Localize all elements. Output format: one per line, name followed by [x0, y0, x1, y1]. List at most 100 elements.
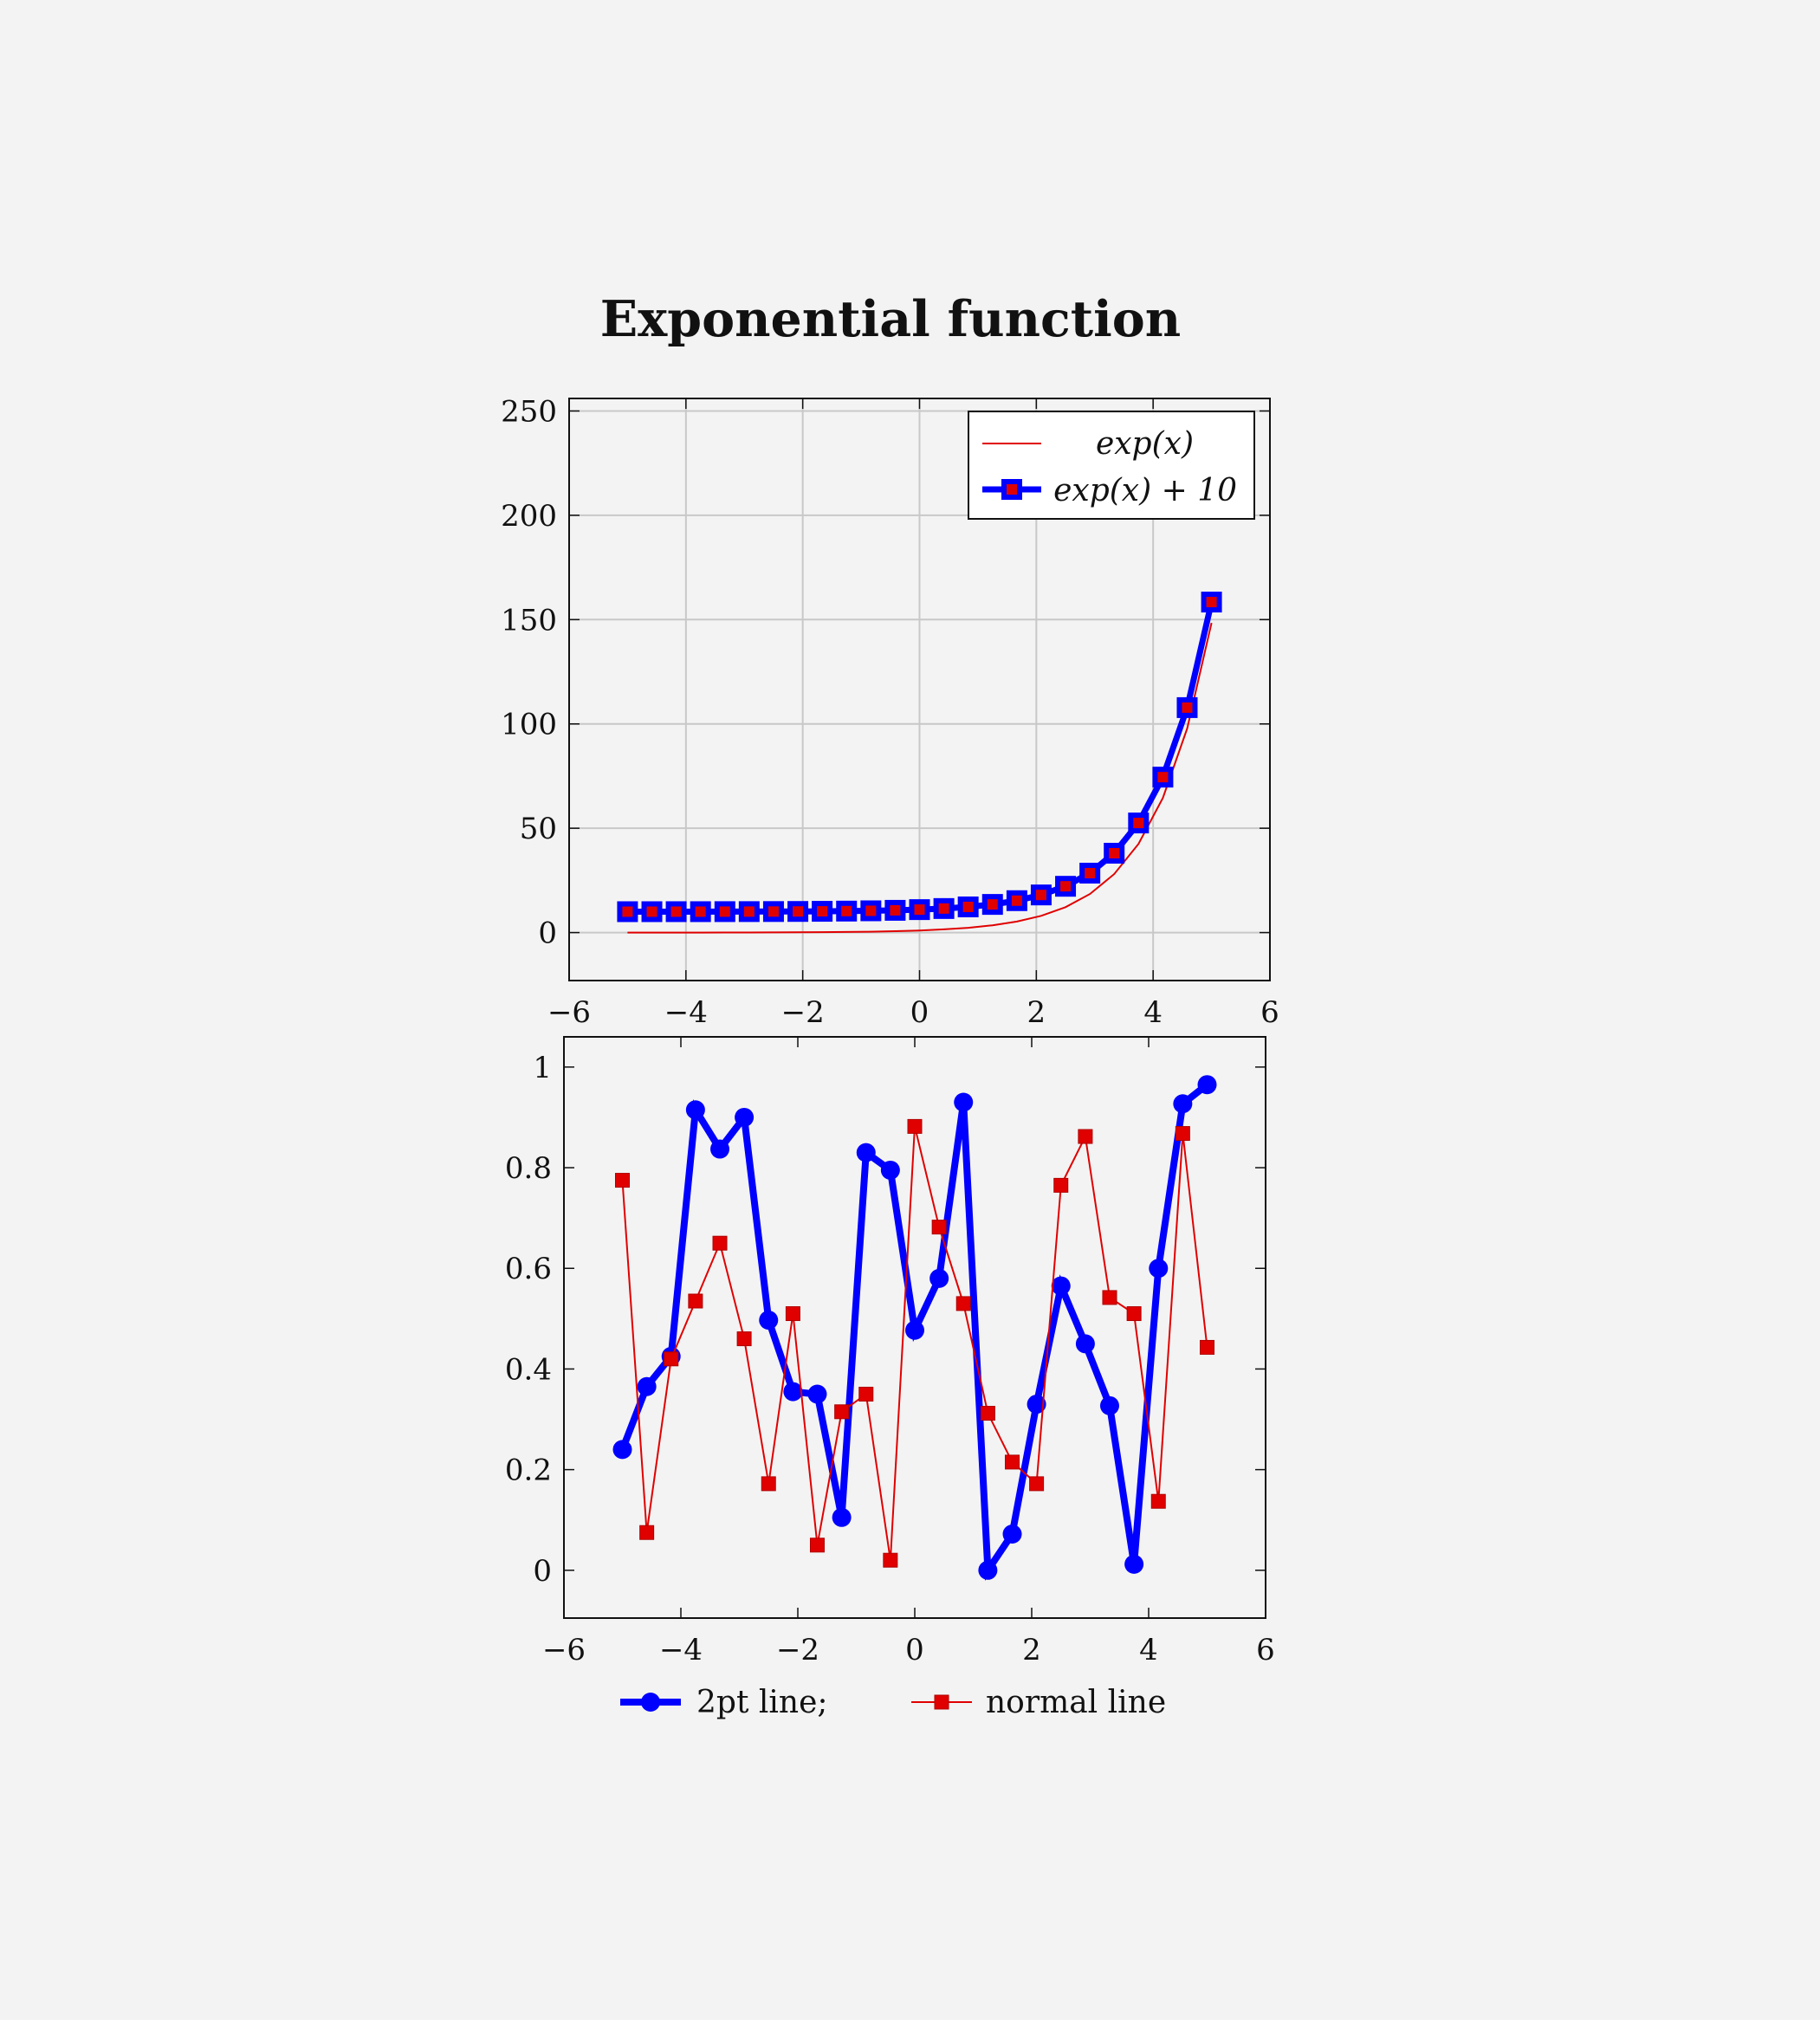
data-point-marker	[1005, 1454, 1020, 1470]
data-point-marker	[1104, 843, 1125, 864]
x-tick-label: −2	[781, 995, 825, 1030]
chart-title: Exponential function	[600, 290, 1181, 348]
series-line-2	[621, 1126, 1208, 1561]
data-point-marker	[714, 901, 735, 923]
data-point-marker	[957, 896, 979, 917]
x-tick-label: 0	[910, 995, 929, 1030]
y-tick-label: 0	[538, 916, 557, 951]
data-point-marker	[883, 1552, 898, 1568]
data-point-marker	[807, 1384, 827, 1404]
data-point-marker	[1075, 1334, 1095, 1354]
data-point-marker	[1055, 876, 1077, 897]
series-line-1	[627, 622, 1213, 934]
data-point-marker	[736, 1331, 752, 1347]
data-point-marker	[907, 1118, 923, 1134]
data-point-marker	[615, 1173, 630, 1188]
data-point-marker	[1002, 1524, 1022, 1544]
data-point-marker	[637, 1376, 657, 1396]
x-tick-label: 4	[1143, 995, 1163, 1030]
y-tick-label: 200	[501, 499, 557, 534]
legend-label-2: normal line	[986, 1685, 1166, 1720]
legend-label-2: exp(x) + 10	[1053, 473, 1237, 508]
y-tick-label: 0	[533, 1554, 552, 1589]
x-tick-label: 6	[1260, 995, 1279, 1030]
data-point-marker	[1078, 1129, 1093, 1144]
data-point-marker	[836, 900, 858, 922]
y-tick-label: 0.6	[505, 1252, 552, 1286]
data-point-marker	[1173, 1094, 1193, 1114]
legend-swatch-2-marker	[1001, 479, 1022, 500]
data-point-marker	[664, 1351, 679, 1367]
data-point-marker	[641, 901, 663, 923]
data-point-marker	[617, 901, 638, 923]
data-point-marker	[1124, 1554, 1144, 1574]
data-point-marker	[1149, 1259, 1169, 1279]
data-point-marker	[832, 1507, 852, 1527]
data-point-marker	[856, 1143, 876, 1162]
data-point-marker	[1006, 890, 1027, 911]
legend: 2pt line; normal line	[620, 1685, 1166, 1720]
legend-swatch-1-marker	[641, 1693, 660, 1712]
data-point-marker	[665, 901, 687, 923]
y-tick-label: 250	[501, 394, 557, 429]
data-point-marker	[738, 901, 760, 923]
data-point-marker	[1027, 1395, 1046, 1415]
data-point-marker	[612, 1440, 632, 1460]
y-tick-label: 1	[533, 1051, 552, 1085]
plot-frame	[563, 1036, 1266, 1619]
data-point-marker	[688, 1293, 703, 1309]
data-point-marker	[710, 1139, 730, 1159]
legend-swatch-2-marker	[934, 1694, 949, 1710]
plot-area	[612, 1075, 1217, 1581]
data-point-marker	[954, 1092, 974, 1112]
data-point-marker	[884, 899, 906, 921]
x-tick-label: 4	[1139, 1633, 1158, 1667]
x-tick-label: −6	[547, 995, 591, 1030]
random-lines-chart: −6 −4 −2 0 2 4 6 0 0.2 0.4 0.6 0.8 1 2pt line; normal …	[505, 1036, 1275, 1720]
data-point-marker	[712, 1235, 728, 1251]
data-point-marker	[761, 1476, 776, 1492]
legend-label-1: exp(x)	[1096, 426, 1194, 462]
x-tick-label: 6	[1256, 1633, 1275, 1667]
y-tick-label: 0.8	[505, 1151, 552, 1186]
data-point-marker	[809, 1538, 825, 1553]
data-point-marker	[905, 1320, 924, 1340]
data-point-marker	[1197, 1075, 1217, 1095]
y-tick-label: 0.2	[505, 1453, 552, 1488]
legend-label-1: 2pt line;	[696, 1685, 828, 1720]
data-point-marker	[685, 1100, 705, 1120]
x-tick-label: 2	[1022, 1633, 1041, 1667]
data-point-marker	[1102, 1290, 1117, 1305]
data-point-marker	[1128, 813, 1150, 834]
x-tick-label: −6	[542, 1633, 586, 1667]
x-tick-label: −4	[659, 1633, 703, 1667]
exponential-chart: −6 −4 −2 0 2 4 6 0 50 100 150 200 250 exp(x) exp(x) + …	[501, 394, 1279, 1030]
plot-frame	[568, 398, 1271, 981]
data-point-marker	[1175, 1126, 1190, 1142]
data-point-marker	[1053, 1177, 1069, 1193]
data-point-marker	[1200, 1339, 1214, 1355]
data-point-marker	[735, 1107, 755, 1127]
data-point-marker	[812, 901, 833, 923]
data-point-marker	[1099, 1395, 1119, 1415]
y-tick-label: 50	[520, 812, 557, 846]
x-tick-label: −4	[664, 995, 708, 1030]
x-tick-label: 0	[905, 1633, 924, 1667]
data-point-marker	[931, 1220, 947, 1235]
plot-area	[617, 592, 1222, 934]
data-point-marker	[690, 901, 711, 923]
data-point-marker	[981, 894, 1003, 916]
x-tick-label: −2	[776, 1633, 819, 1667]
data-point-marker	[1030, 884, 1052, 906]
y-tick-label: 100	[501, 708, 557, 742]
data-point-marker	[639, 1525, 655, 1540]
data-point-marker	[955, 1296, 971, 1311]
data-point-marker	[1152, 767, 1174, 788]
data-point-marker	[933, 897, 955, 919]
legend: exp(x) exp(x) + 10	[968, 411, 1255, 520]
data-point-marker	[1201, 592, 1222, 613]
data-point-marker	[1126, 1306, 1142, 1322]
data-point-marker	[759, 1311, 779, 1330]
data-point-marker	[860, 900, 882, 922]
